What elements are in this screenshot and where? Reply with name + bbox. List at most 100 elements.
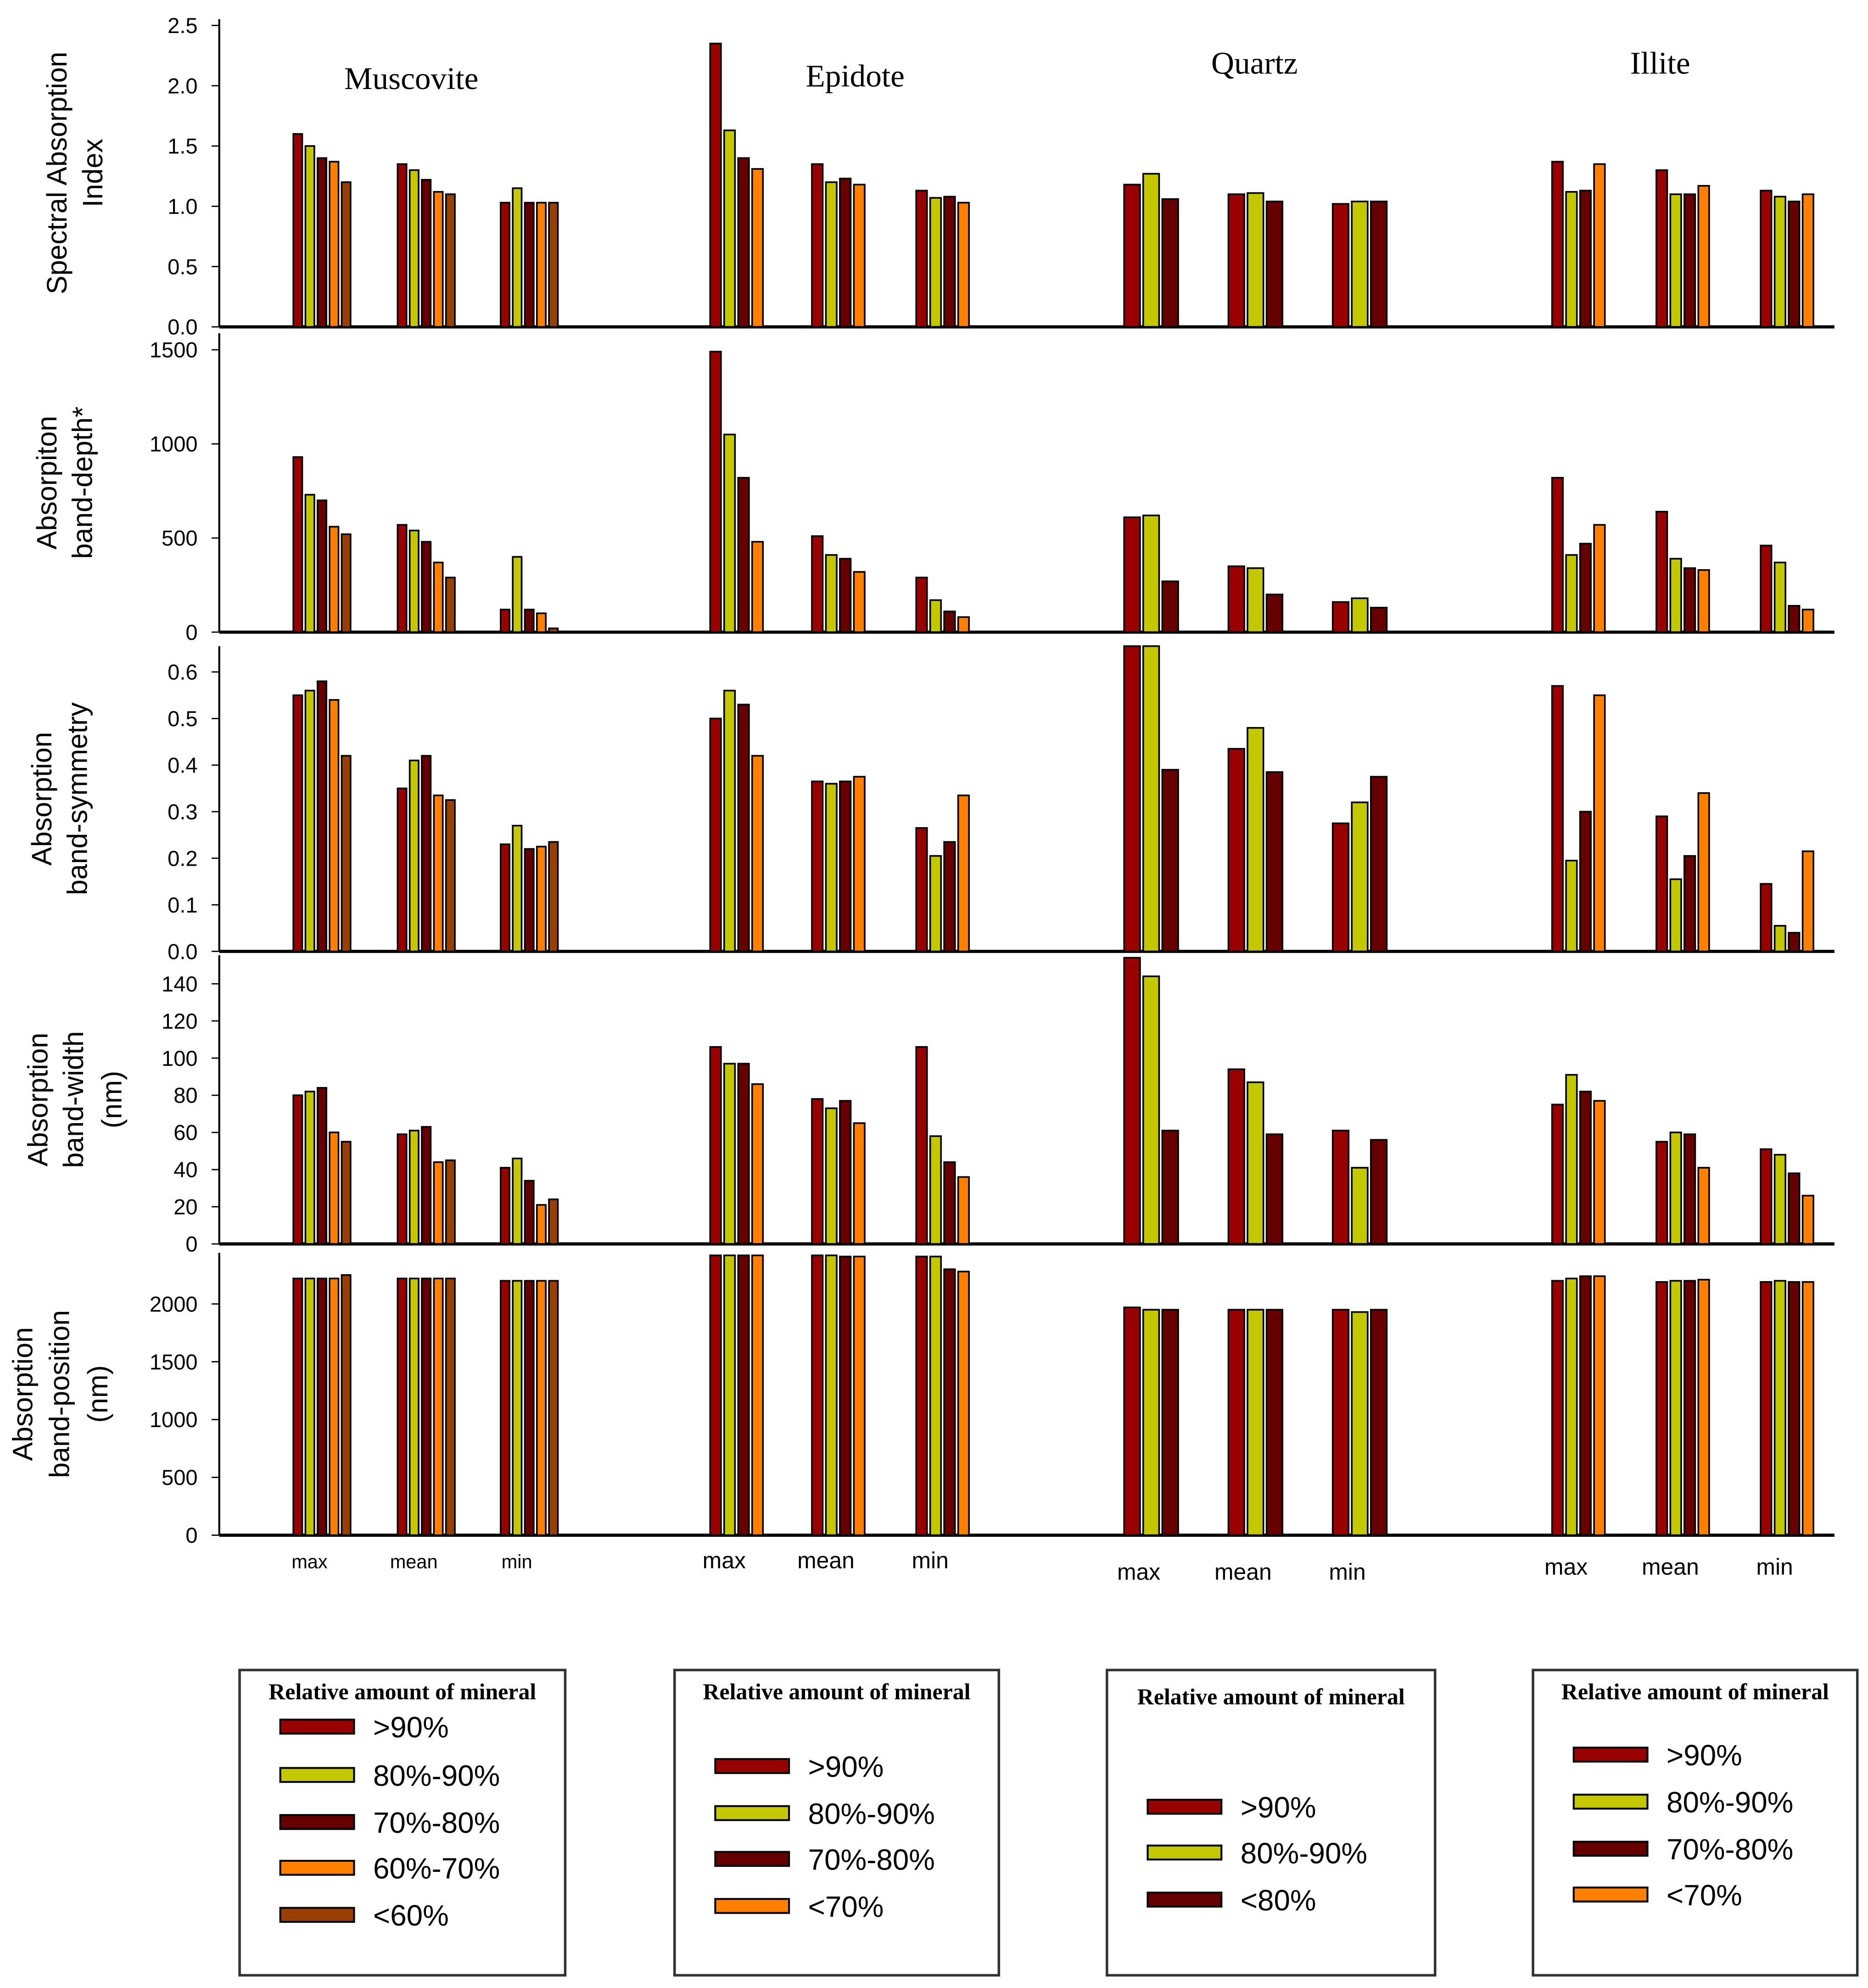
legend-box bbox=[1532, 1669, 1859, 1977]
bar bbox=[1788, 1172, 1801, 1245]
legend-label: >90% bbox=[1667, 1739, 1742, 1772]
bar bbox=[499, 1167, 510, 1245]
bar bbox=[751, 1254, 764, 1536]
y-tick-label: 2.0 bbox=[168, 73, 197, 98]
bar bbox=[811, 163, 824, 328]
bar bbox=[915, 577, 928, 633]
legend-label: <80% bbox=[1241, 1884, 1316, 1917]
bar bbox=[1760, 1281, 1773, 1536]
legend-title: Relative amount of mineral bbox=[1561, 1679, 1829, 1704]
bar bbox=[1669, 558, 1682, 633]
legend-swatch bbox=[1147, 1892, 1223, 1908]
bar bbox=[408, 759, 419, 952]
y-tick-label: 0.0 bbox=[168, 315, 197, 339]
bar bbox=[329, 1277, 340, 1536]
bar bbox=[1565, 554, 1578, 633]
bar bbox=[421, 755, 432, 952]
bar bbox=[839, 1255, 852, 1536]
mineral-title: Muscovite bbox=[344, 61, 478, 96]
bar bbox=[445, 193, 456, 328]
bar bbox=[853, 776, 866, 952]
bar bbox=[1265, 1309, 1284, 1536]
bar bbox=[737, 1254, 750, 1536]
bar bbox=[1760, 1148, 1773, 1245]
bar bbox=[536, 846, 547, 952]
bar bbox=[751, 755, 764, 952]
legend-swatch bbox=[1147, 1844, 1223, 1861]
bar bbox=[811, 780, 824, 952]
bar bbox=[548, 1280, 559, 1536]
bar bbox=[943, 1161, 956, 1245]
bar bbox=[709, 717, 722, 952]
bar bbox=[1593, 524, 1606, 633]
bar bbox=[499, 1280, 510, 1536]
bar bbox=[1669, 878, 1682, 952]
bar bbox=[1801, 1194, 1814, 1245]
legend-label: <60% bbox=[373, 1899, 449, 1932]
bar bbox=[1142, 515, 1160, 633]
y-axis-label: Spectral Absorption bbox=[41, 52, 73, 295]
bar bbox=[723, 689, 736, 952]
bar bbox=[499, 202, 510, 328]
legend-label: >90% bbox=[1241, 1791, 1316, 1824]
bar bbox=[1801, 609, 1814, 633]
bar bbox=[1801, 850, 1814, 952]
bar bbox=[1773, 1280, 1786, 1536]
bar bbox=[709, 43, 722, 328]
bar bbox=[929, 599, 942, 633]
mineral-title: Illite bbox=[1630, 45, 1690, 81]
category-label: min bbox=[1329, 1559, 1365, 1585]
bar bbox=[1265, 771, 1284, 952]
bar bbox=[1593, 1275, 1606, 1536]
bar bbox=[1142, 645, 1160, 952]
bar bbox=[1683, 193, 1696, 328]
bar bbox=[1669, 1280, 1682, 1536]
bar bbox=[341, 755, 352, 952]
bar bbox=[1579, 1091, 1592, 1245]
legend-label: 80%-90% bbox=[373, 1759, 500, 1792]
bar bbox=[1683, 1280, 1696, 1536]
bar bbox=[1669, 1131, 1682, 1245]
y-axis-label: Absorption bbox=[7, 1327, 38, 1461]
bar bbox=[1123, 184, 1141, 328]
bar bbox=[341, 1274, 352, 1536]
category-label: mean bbox=[797, 1548, 855, 1574]
bar bbox=[1370, 607, 1388, 633]
bar bbox=[709, 351, 722, 633]
bar bbox=[1247, 727, 1264, 952]
bar bbox=[1370, 201, 1388, 328]
bar bbox=[1788, 1281, 1801, 1536]
mineral-title: Quartz bbox=[1211, 45, 1298, 81]
bar bbox=[292, 456, 303, 633]
bar bbox=[1123, 516, 1141, 633]
category-label: max bbox=[703, 1548, 746, 1574]
bar bbox=[1683, 1133, 1696, 1245]
bar bbox=[408, 169, 419, 328]
legend-swatch bbox=[1572, 1793, 1649, 1810]
bar bbox=[1788, 932, 1801, 952]
bar bbox=[723, 433, 736, 633]
legend-box bbox=[1106, 1669, 1437, 1977]
bar bbox=[1247, 567, 1264, 633]
bar bbox=[957, 1271, 970, 1536]
bar bbox=[421, 1126, 432, 1245]
y-tick-label: 1000 bbox=[150, 432, 198, 456]
y-tick-label: 0.4 bbox=[168, 753, 197, 777]
bar bbox=[915, 1255, 928, 1536]
bar bbox=[445, 799, 456, 952]
bar bbox=[408, 1277, 419, 1536]
bar bbox=[329, 526, 340, 633]
bar bbox=[737, 477, 750, 633]
bar bbox=[524, 1180, 535, 1245]
bar bbox=[943, 1268, 956, 1536]
bar bbox=[316, 1277, 327, 1536]
bar bbox=[341, 1141, 352, 1245]
bar bbox=[1683, 855, 1696, 952]
legend-swatch bbox=[714, 1851, 790, 1867]
y-tick-label: 120 bbox=[162, 1009, 198, 1033]
legend-swatch bbox=[1572, 1887, 1649, 1903]
bar bbox=[421, 179, 432, 328]
category-label: mean bbox=[390, 1551, 438, 1573]
bar bbox=[329, 161, 340, 328]
y-tick-label: 80 bbox=[173, 1083, 197, 1108]
